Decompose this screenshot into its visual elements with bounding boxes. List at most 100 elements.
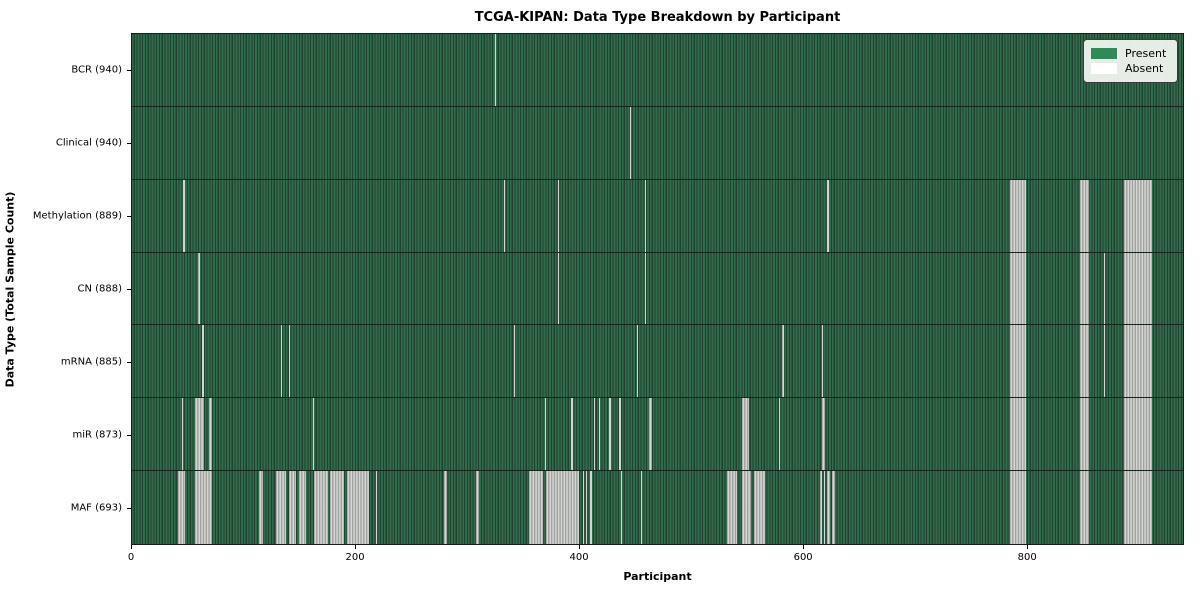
x-tick-mark <box>131 545 132 549</box>
absent-stripe <box>1080 179 1090 252</box>
absent-stripe <box>495 34 497 106</box>
absent-stripe <box>314 471 328 544</box>
absent-stripe <box>620 471 622 544</box>
absent-stripe <box>593 398 595 471</box>
absent-stripe <box>1080 252 1090 325</box>
y-tick-mark <box>127 362 131 364</box>
present-swatch-icon <box>1091 48 1117 59</box>
absent-stripe <box>1123 179 1152 252</box>
y-tick-label: CN (888) <box>77 283 122 295</box>
absent-stripe <box>582 471 584 544</box>
heatmap-row-clinical <box>132 106 1183 180</box>
absent-stripe <box>1009 398 1027 471</box>
heatmap-row-mir <box>132 398 1183 472</box>
absent-stripe <box>648 398 652 471</box>
absent-stripe <box>259 471 263 544</box>
y-tick-mark <box>127 435 131 437</box>
absent-stripe <box>1080 398 1090 471</box>
legend: Present Absent <box>1083 39 1178 83</box>
absent-stripe <box>819 471 822 544</box>
absent-stripe <box>831 471 836 544</box>
absent-stripe <box>329 471 345 544</box>
legend-label-absent: Absent <box>1125 62 1164 75</box>
y-axis-label: Data Type (Total Sample Count) <box>3 191 17 388</box>
absent-stripe <box>197 252 201 325</box>
x-tick-label: 600 <box>793 552 813 563</box>
y-tick-label: miR (873) <box>72 429 122 441</box>
y-tick-label: MAF (693) <box>70 502 122 514</box>
absent-stripe <box>1103 252 1105 325</box>
absent-stripe <box>1103 325 1105 398</box>
absent-stripe <box>1123 325 1152 398</box>
absent-stripe <box>209 398 213 471</box>
absent-stripe <box>779 398 781 471</box>
absent-stripe <box>827 179 829 252</box>
absent-stripe <box>742 398 750 471</box>
y-tick-label: Clinical (940) <box>55 137 122 149</box>
absent-stripe <box>637 325 639 398</box>
legend-item-present: Present <box>1091 47 1169 60</box>
absent-stripe <box>276 471 287 544</box>
absent-stripe <box>640 471 642 544</box>
x-tick-mark <box>1027 545 1029 549</box>
y-tick-mark <box>127 289 131 290</box>
heatmap-rows <box>132 34 1183 544</box>
absent-stripe <box>571 398 573 471</box>
absent-stripe <box>1009 252 1027 325</box>
absent-stripe <box>590 471 592 544</box>
absent-stripe <box>781 325 784 398</box>
legend-item-absent: Absent <box>1091 62 1169 75</box>
absent-stripe <box>619 398 621 471</box>
y-tick-label: mRNA (885) <box>60 356 122 368</box>
x-tick-mark <box>355 545 357 549</box>
x-tick-label: 0 <box>127 552 135 563</box>
x-tick-mark <box>579 545 581 549</box>
x-tick-label: 800 <box>1017 552 1037 563</box>
y-tick-mark <box>127 215 131 217</box>
absent-stripe <box>1009 325 1027 398</box>
absent-stripe <box>313 398 315 471</box>
absent-stripe <box>821 325 823 398</box>
absent-swatch-icon <box>1091 63 1117 74</box>
heatmap-row-bcr <box>132 34 1183 107</box>
absent-stripe <box>443 471 448 544</box>
absent-stripe <box>194 471 213 544</box>
absent-stripe <box>280 325 282 398</box>
absent-stripe <box>194 398 204 471</box>
absent-stripe <box>182 398 184 471</box>
absent-stripe <box>476 471 479 544</box>
heatmap-row-mrna <box>132 325 1183 399</box>
heatmap-row-methylation <box>132 179 1183 253</box>
y-tick-label: BCR (940) <box>71 64 122 76</box>
heatmap-row-maf <box>132 471 1183 544</box>
absent-stripe <box>599 398 601 471</box>
absent-stripe <box>528 471 544 544</box>
absent-stripe <box>827 471 830 544</box>
absent-stripe <box>821 398 826 471</box>
absent-stripe <box>346 471 370 544</box>
absent-stripe <box>609 398 611 471</box>
absent-stripe <box>645 179 647 252</box>
absent-stripe <box>753 471 765 544</box>
heatmap-row-cn <box>132 252 1183 326</box>
absent-stripe <box>298 471 307 544</box>
legend-label-present: Present <box>1125 47 1167 60</box>
absent-stripe <box>288 325 290 398</box>
y-tick-mark <box>127 142 131 144</box>
absent-stripe <box>1123 252 1152 325</box>
y-tick-mark <box>127 69 131 71</box>
y-tick-mark <box>127 508 131 510</box>
absent-stripe <box>1080 471 1090 544</box>
x-tick-mark <box>803 545 805 549</box>
y-tick-label: Methylation (889) <box>32 210 122 222</box>
absent-stripe <box>557 252 560 325</box>
absent-stripe <box>742 471 752 544</box>
absent-stripe <box>504 179 506 252</box>
absent-stripe <box>183 179 185 252</box>
absent-stripe <box>1009 179 1027 252</box>
absent-stripe <box>629 106 631 179</box>
absent-stripe <box>645 252 647 325</box>
absent-stripe <box>726 471 737 544</box>
absent-stripe <box>202 325 204 398</box>
